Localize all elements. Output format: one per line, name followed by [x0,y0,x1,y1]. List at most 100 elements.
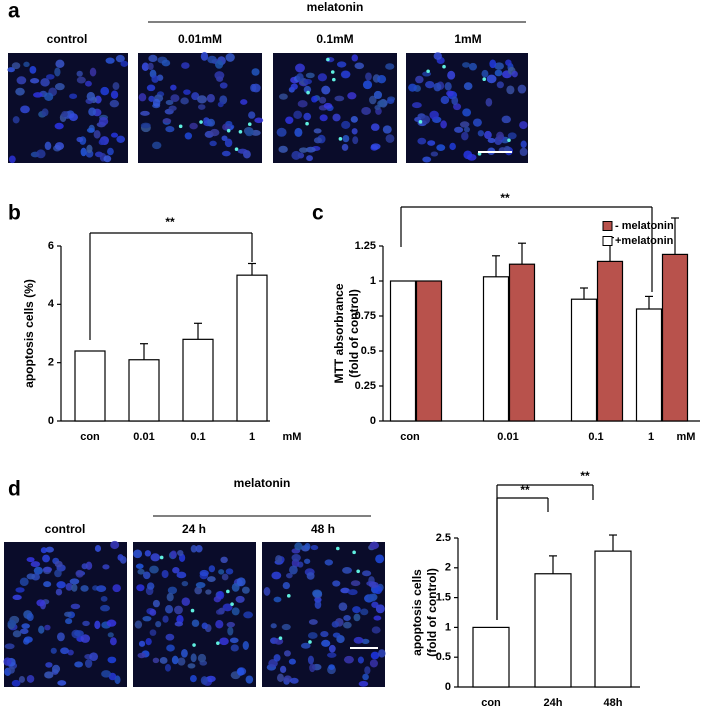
nucleus [166,644,175,652]
nucleus [46,74,55,80]
nucleus [225,53,235,62]
legend-label: +melatonin [615,235,674,247]
bar [128,359,160,422]
nucleus [197,104,206,110]
nucleus [352,136,359,145]
nucleus [225,568,234,575]
nucleus [54,122,64,130]
nucleus [50,647,57,654]
nucleus [213,596,222,603]
nucleus [444,82,452,91]
nucleus [98,116,109,126]
y-tick-label: 0 [445,681,451,693]
x-tick-label: 0.01 [133,431,154,443]
nucleus [133,549,143,559]
nucleus [152,657,160,664]
bar [635,308,663,422]
apoptotic-cell [278,636,283,640]
nucleus [334,95,345,102]
y-axis-label: (fold of control) [347,289,361,378]
nucleus [293,110,303,120]
nucleus [138,640,146,647]
nucleus [219,82,228,89]
nucleus [433,52,443,60]
x-tick-label: 1 [648,431,654,443]
nucleus [369,659,378,668]
nucleus [343,655,354,664]
x-tick-label: con [80,431,100,443]
nucleus [425,80,435,89]
nucleus [85,80,92,87]
nucleus [94,620,101,630]
legend-label: - melatonin [615,220,674,232]
nucleus [237,148,248,154]
apoptotic-cell [230,602,234,606]
nucleus [365,72,372,81]
nucleus [141,62,150,71]
nucleus [306,572,315,580]
nucleus [447,70,456,80]
nucleus [15,587,25,593]
nucleus [285,116,294,125]
nucleus [76,76,86,84]
nucleus [8,155,16,164]
nucleus [312,589,323,598]
nucleus [241,586,250,594]
nucleus [61,111,68,118]
y-tick-label: 0.5 [361,345,376,357]
nucleus [217,101,224,108]
nucleus [373,615,382,621]
bar [594,550,632,688]
nucleus [41,108,49,117]
nucleus [12,594,22,601]
nucleus [484,130,492,140]
nucleus [171,655,179,665]
nucleus [231,607,240,616]
nucleus [170,94,180,103]
nucleus [36,149,46,159]
nucleus [225,120,233,127]
nucleus [369,541,379,550]
nucleus [347,589,358,596]
nucleus [138,93,147,102]
nucleus [304,542,311,550]
nucleus [80,147,87,157]
nucleus [44,141,52,151]
nucleus [351,128,358,135]
nucleus [295,63,305,73]
nucleus [364,666,371,675]
nucleus [56,581,66,589]
nucleus [116,135,126,143]
nucleus [427,140,436,146]
nucleus [505,59,512,66]
apoptotic-cell [234,147,239,152]
nucleus [184,132,193,140]
nucleus [112,584,121,593]
nucleus [70,603,81,610]
nucleus [501,115,511,124]
bar [534,573,572,688]
nucleus [109,637,117,646]
nucleus [201,622,208,630]
nucleus [294,542,303,551]
nucleus [18,676,25,683]
x-tick-label: 0.01 [497,431,518,443]
nucleus [275,555,283,563]
nucleus [206,118,216,127]
nucleus [101,670,112,678]
nucleus [321,639,331,647]
nucleus [494,69,503,77]
y-axis-label: apoptosis cells (%) [22,279,36,388]
nucleus [276,673,285,683]
x-tick-label: 24h [544,697,563,709]
nucleus [165,126,175,133]
nucleus [23,61,30,68]
nucleus [96,585,107,593]
nucleus [65,618,73,625]
nucleus [422,156,432,163]
nucleus [7,67,15,73]
nucleus [229,637,239,644]
nucleus [206,94,215,103]
legend-swatch [602,236,613,246]
y-tick-label: 6 [48,240,54,252]
